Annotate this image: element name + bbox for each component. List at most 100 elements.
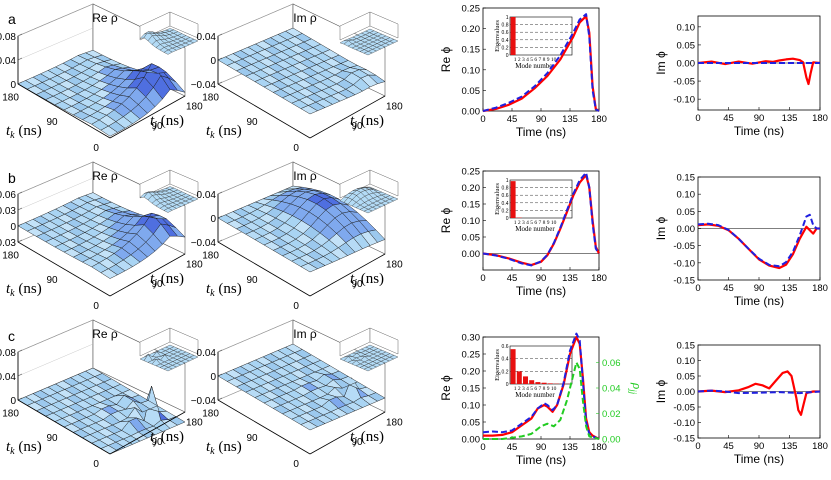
- surface-title: Im ρ: [293, 327, 317, 341]
- x-tick-label: 180: [812, 441, 828, 452]
- inset-cell: [189, 197, 199, 202]
- surface-plot-b-re: 0.06 0.03 0 −0.03 180 90 0 90 180 tk (ns) tj (ns) R…: [0, 161, 203, 312]
- axis-edge-j: [109, 253, 186, 297]
- z-tick-label: −0.04: [191, 396, 217, 407]
- y-tick-label: 0.20: [462, 24, 481, 35]
- axis-edge-k: [217, 241, 311, 297]
- tk-tick-label: 90: [246, 275, 258, 286]
- tk-tick-label: 90: [46, 275, 58, 286]
- eigenvalue-bar: [547, 383, 553, 384]
- x-tick-label: 135: [782, 283, 798, 294]
- eigenvalue-bar: [541, 382, 547, 384]
- y-tick-label: 0.10: [677, 356, 696, 367]
- z-tick-label: 0.06: [0, 190, 16, 201]
- inset-x-tick-labels: 1 2 3 4 5 6 7 8 9 10: [514, 220, 557, 226]
- axis-edge-j: [309, 95, 386, 139]
- inset-y-tick-label: 0.8: [502, 186, 509, 192]
- inset-wall-right: [169, 11, 199, 39]
- x-tick-label: 0: [480, 442, 485, 453]
- z-tick-label: 0.04: [0, 372, 16, 383]
- row-letter-a: a: [8, 11, 16, 27]
- z-tick-label: 0.08: [0, 32, 16, 43]
- z-tick-label: 0: [210, 56, 216, 67]
- x-axis-label: Time (ns): [734, 452, 784, 466]
- axis-edge-k: [217, 399, 311, 455]
- tk-tick-label: 90: [246, 117, 258, 128]
- inset-wall-right: [369, 11, 399, 39]
- y-tick-label: -0.05: [673, 241, 695, 252]
- x-tick-label: 180: [591, 442, 607, 453]
- eigenvalue-bar: [516, 371, 522, 384]
- tj-axis-label: tj (ns): [350, 113, 384, 131]
- x-tick-label: 0: [695, 283, 700, 294]
- axis-edge-j: [109, 411, 186, 455]
- inset-y-tick-label: 0: [506, 216, 509, 222]
- y-tick-label: 0.25: [462, 4, 481, 15]
- x-tick-label: 180: [812, 113, 828, 124]
- y-tick-label: 0.00: [462, 435, 481, 446]
- y-tick-label: 0.05: [677, 207, 696, 218]
- tk-axis-label: tk (ns): [6, 123, 42, 141]
- surface-plot-c-im: 0.04 0 −0.04 180 90 0 90 180 tk (ns) tj (ns) Im ρ: [191, 319, 403, 470]
- tk-axis-label: tk (ns): [6, 281, 42, 299]
- surface-inset: [339, 327, 399, 372]
- x-tick-label: 45: [723, 283, 734, 294]
- inset-cell: [189, 355, 199, 360]
- z-gridline: [217, 161, 294, 195]
- inset-wall-right: [369, 169, 399, 197]
- z-tick-label: 0: [210, 214, 216, 225]
- x-tick-label: 180: [812, 283, 828, 294]
- inset-y-tick-label: 0.2: [502, 45, 509, 51]
- tj-axis-label: tj (ns): [350, 429, 384, 447]
- y-tick-label: 0.05: [462, 418, 481, 429]
- y-tick-label: -0.05: [673, 77, 695, 88]
- axis-edge-k: [217, 83, 311, 139]
- tj-tick-label: 180: [386, 260, 403, 271]
- y-tick-label: 0.10: [677, 190, 696, 201]
- y-tick-label: 0.05: [677, 372, 696, 383]
- tj-tick-label: 90: [152, 121, 164, 132]
- z-tick-label: 0.08: [0, 348, 16, 359]
- y-tick-label: 0.15: [462, 45, 481, 56]
- tj-tick-label: 90: [152, 279, 164, 290]
- y-tick-label: 0.30: [462, 333, 481, 344]
- inset-cell: [389, 39, 399, 44]
- inset-frame: [509, 179, 573, 219]
- tk-tick-label: 0: [293, 301, 299, 312]
- surface-plot-a-re: 0.08 0.04 0 180 90 0 90 180 tk (ns) tj (ns) Re ρ: [0, 3, 203, 154]
- inset-wall-right: [169, 327, 199, 355]
- inset-x-label: Mode number: [515, 225, 555, 233]
- z-gridline: [217, 319, 294, 353]
- surface-plot-c-re: 0.08 0.04 0 180 90 0 90 180 tk (ns) tj (ns) Re ρ: [0, 319, 203, 470]
- y-axis-label: Im ϕ: [654, 217, 668, 241]
- tj-axis-label: tj (ns): [150, 429, 184, 447]
- right-axis-label: ρjj: [628, 382, 645, 395]
- y-tick-label: 0.25: [462, 167, 481, 178]
- x-tick-label: 135: [562, 273, 578, 284]
- y-tick-label: -0.10: [673, 418, 695, 429]
- series-line-1: [482, 332, 600, 440]
- y-tick-label: 0.20: [462, 183, 481, 194]
- eigenvalue-bar: [510, 17, 516, 55]
- tj-tick-label: 180: [386, 418, 403, 429]
- tk-tick-label: 180: [2, 251, 19, 262]
- inset-y-tick-label: 0.2: [502, 208, 509, 214]
- y-tick-label: 0.00: [462, 107, 481, 118]
- surface-inset: [139, 327, 199, 372]
- surface-title: Re ρ: [92, 327, 118, 341]
- surface-title: Re ρ: [92, 169, 118, 183]
- tk-tick-label: 180: [202, 251, 219, 262]
- x-tick-label: 0: [480, 273, 485, 284]
- surface-title: Im ρ: [293, 11, 317, 25]
- surface-cell: [217, 56, 236, 66]
- tk-tick-label: 180: [2, 93, 19, 104]
- z-tick-label: 0: [10, 80, 16, 91]
- tk-tick-label: 90: [46, 433, 58, 444]
- z-gridline: [17, 27, 94, 61]
- x-tick-label: 0: [480, 114, 485, 125]
- line-plot-a-re-phi: 0 45 90 135 1800.000.050.100.150.200.25Time …: [439, 4, 607, 140]
